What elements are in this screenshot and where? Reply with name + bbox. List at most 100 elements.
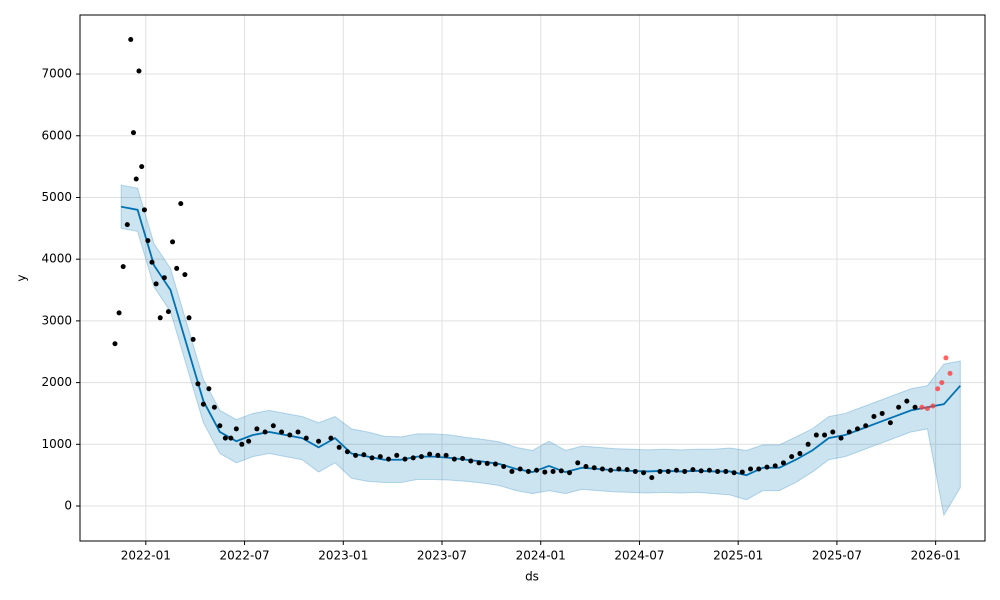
observed-point bbox=[706, 467, 712, 473]
observed-point bbox=[386, 456, 392, 462]
observed-point bbox=[871, 414, 877, 420]
observed-point bbox=[896, 404, 902, 410]
x-tick-label: 2025-07 bbox=[812, 549, 862, 563]
observed-point bbox=[887, 420, 893, 426]
observed-point bbox=[624, 467, 630, 473]
observed-point bbox=[139, 164, 145, 170]
observed-point bbox=[427, 451, 433, 457]
observed-point bbox=[153, 281, 159, 287]
recent-point bbox=[947, 370, 953, 376]
observed-point bbox=[673, 467, 679, 473]
observed-point bbox=[863, 423, 869, 429]
observed-point bbox=[501, 464, 507, 470]
observed-point bbox=[468, 458, 474, 464]
observed-point bbox=[748, 466, 754, 472]
observed-point bbox=[550, 468, 556, 474]
observed-point bbox=[616, 466, 622, 472]
observed-point bbox=[161, 275, 167, 281]
observed-point bbox=[805, 441, 811, 447]
observed-point bbox=[608, 467, 614, 473]
recent-point bbox=[939, 380, 945, 386]
observed-point bbox=[361, 452, 367, 458]
observed-point bbox=[632, 468, 638, 474]
observed-point bbox=[157, 315, 163, 321]
observed-point bbox=[182, 272, 188, 278]
observed-point bbox=[316, 438, 322, 444]
x-axis-label: ds bbox=[525, 570, 539, 584]
observed-point bbox=[476, 460, 482, 466]
observed-point bbox=[789, 454, 795, 460]
observed-point bbox=[410, 455, 416, 461]
observed-point bbox=[141, 207, 147, 213]
observed-point bbox=[665, 468, 671, 474]
y-tick-label: 6000 bbox=[41, 128, 72, 142]
observed-point bbox=[641, 470, 647, 476]
observed-point bbox=[328, 435, 334, 441]
observed-point bbox=[567, 470, 573, 476]
observed-point bbox=[303, 435, 309, 441]
observed-point bbox=[145, 238, 151, 244]
observed-point bbox=[649, 475, 655, 481]
recent-point bbox=[924, 406, 930, 412]
x-tick-label: 2022-01 bbox=[121, 549, 171, 563]
observed-point bbox=[731, 470, 737, 476]
observed-point bbox=[822, 432, 828, 438]
observed-point bbox=[575, 460, 581, 466]
y-tick-label: 5000 bbox=[41, 190, 72, 204]
observed-point bbox=[222, 435, 228, 441]
observed-point bbox=[682, 468, 688, 474]
observed-point bbox=[149, 259, 155, 265]
x-tick-label: 2025-01 bbox=[713, 549, 763, 563]
observed-point bbox=[130, 130, 136, 136]
observed-point bbox=[239, 441, 245, 447]
observed-point bbox=[599, 466, 605, 472]
observed-point bbox=[583, 464, 589, 470]
observed-point bbox=[200, 401, 206, 407]
observed-point bbox=[246, 438, 252, 444]
y-tick-label: 1000 bbox=[41, 437, 72, 451]
observed-point bbox=[558, 468, 564, 474]
observed-point bbox=[525, 468, 531, 474]
observed-point bbox=[228, 435, 234, 441]
observed-point bbox=[443, 452, 449, 458]
observed-point bbox=[715, 468, 721, 474]
observed-point bbox=[120, 264, 126, 270]
observed-point bbox=[912, 404, 918, 410]
observed-point bbox=[353, 452, 359, 458]
observed-point bbox=[739, 469, 745, 475]
observed-point bbox=[174, 265, 180, 271]
observed-point bbox=[492, 461, 498, 467]
uncertainty-band bbox=[120, 184, 961, 517]
observed-point bbox=[195, 381, 201, 387]
observed-point bbox=[344, 449, 350, 455]
observed-point bbox=[435, 452, 441, 458]
observed-point bbox=[377, 454, 383, 460]
observed-point bbox=[509, 468, 515, 474]
observed-point bbox=[124, 222, 130, 228]
plot-frame bbox=[79, 14, 986, 542]
observed-point bbox=[756, 466, 762, 472]
observed-point bbox=[254, 426, 260, 432]
observed-point bbox=[133, 176, 139, 182]
observed-point bbox=[190, 336, 196, 342]
observed-point bbox=[170, 239, 176, 245]
observed-point bbox=[830, 429, 836, 435]
observed-point bbox=[764, 464, 770, 470]
observed-point bbox=[262, 429, 268, 435]
observed-point bbox=[780, 460, 786, 466]
recent-point bbox=[930, 403, 936, 409]
observed-point bbox=[112, 341, 118, 347]
x-tick-label: 2024-07 bbox=[614, 549, 664, 563]
observed-point bbox=[904, 398, 910, 404]
x-tick-label: 2022-07 bbox=[219, 549, 269, 563]
observed-point bbox=[854, 426, 860, 432]
observed-point bbox=[279, 429, 285, 435]
y-axis-label: y bbox=[15, 274, 29, 281]
observed-point bbox=[336, 444, 342, 450]
x-tick-label: 2023-07 bbox=[417, 549, 467, 563]
observed-point bbox=[178, 201, 184, 207]
observed-point bbox=[772, 463, 778, 469]
observed-point bbox=[698, 468, 704, 474]
observed-point bbox=[879, 410, 885, 416]
observed-point bbox=[657, 468, 663, 474]
